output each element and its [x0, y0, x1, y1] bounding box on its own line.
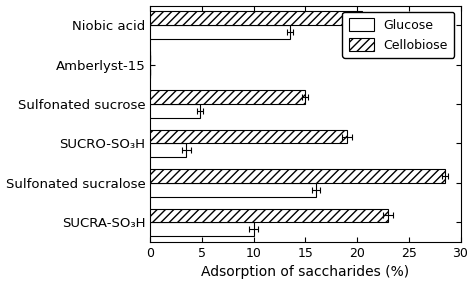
Bar — [150, 169, 445, 183]
Bar — [150, 183, 316, 197]
Bar — [150, 11, 362, 25]
Bar — [150, 144, 186, 157]
Bar — [150, 209, 388, 222]
Bar — [150, 104, 200, 118]
Bar — [150, 90, 305, 104]
Bar — [150, 222, 254, 236]
Legend: Glucose, Cellobiose: Glucose, Cellobiose — [342, 12, 454, 58]
Bar — [150, 130, 346, 144]
Bar — [150, 25, 290, 39]
X-axis label: Adsorption of saccharides (%): Adsorption of saccharides (%) — [201, 265, 410, 280]
